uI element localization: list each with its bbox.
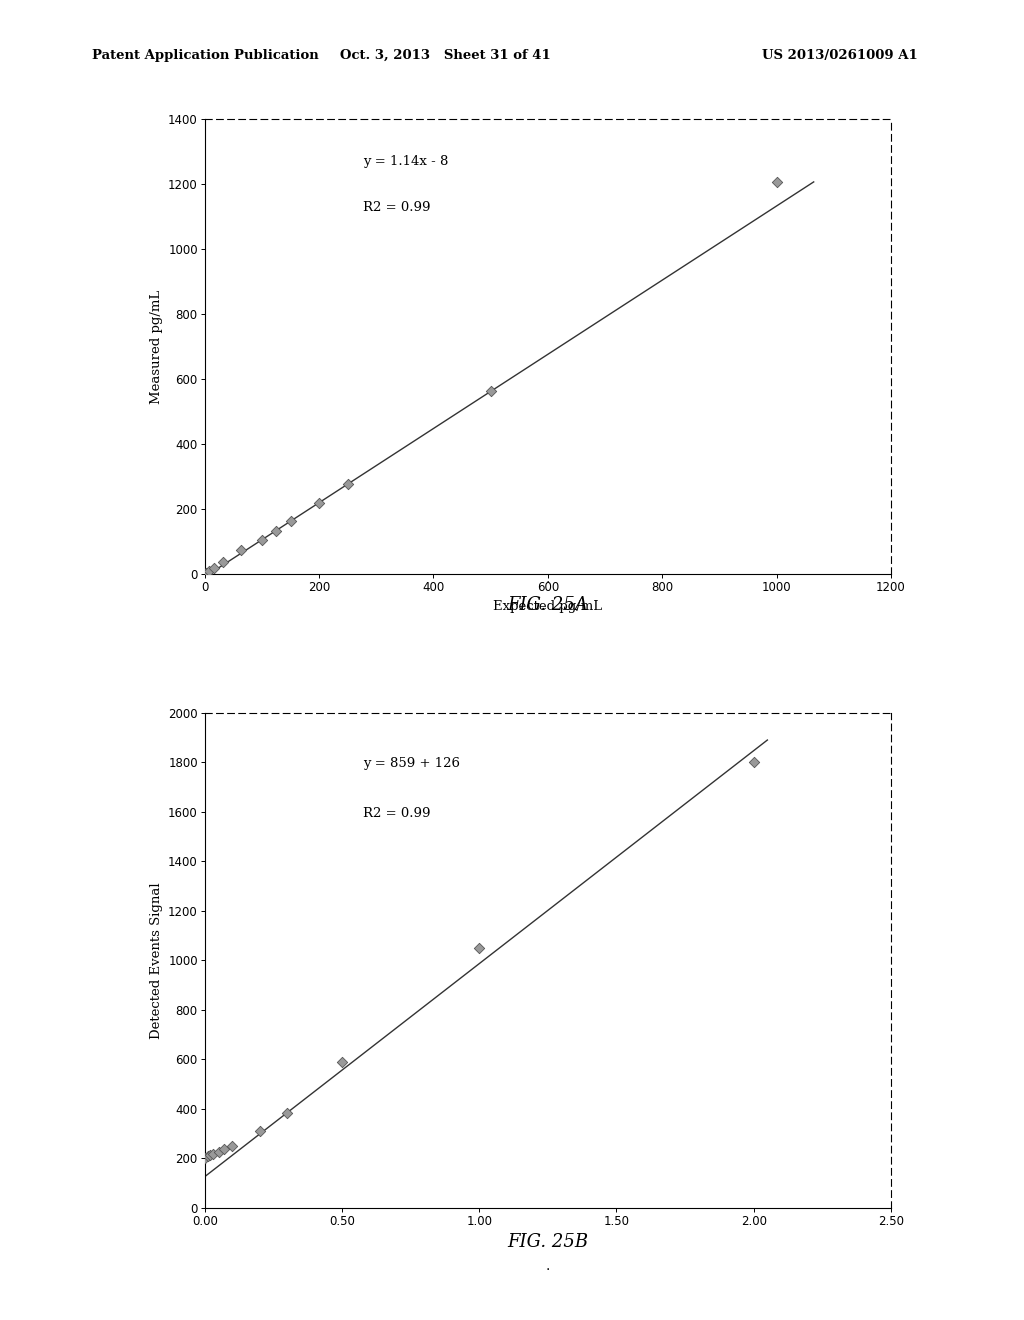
Point bbox=[197, 564, 213, 585]
Point bbox=[482, 380, 499, 401]
Point bbox=[197, 1147, 213, 1170]
X-axis label: Expected pg/mL: Expected pg/mL bbox=[494, 599, 602, 612]
Point bbox=[340, 474, 356, 495]
Point bbox=[210, 1142, 226, 1163]
Text: y = 859 + 126: y = 859 + 126 bbox=[362, 758, 460, 771]
Text: FIG. 25A: FIG. 25A bbox=[508, 595, 588, 614]
Point bbox=[198, 562, 214, 583]
Point bbox=[215, 552, 231, 573]
Point bbox=[254, 529, 270, 550]
Y-axis label: Measured pg/mL: Measured pg/mL bbox=[150, 289, 163, 404]
Point bbox=[768, 172, 784, 193]
Point bbox=[471, 937, 487, 958]
Point bbox=[205, 1143, 221, 1164]
Text: R2 = 0.99: R2 = 0.99 bbox=[362, 807, 430, 820]
Point bbox=[233, 540, 250, 561]
Point bbox=[334, 1051, 350, 1072]
Point bbox=[199, 562, 215, 583]
Text: y = 1.14x - 8: y = 1.14x - 8 bbox=[362, 156, 447, 168]
Point bbox=[311, 492, 328, 513]
Y-axis label: Detected Events Signal: Detected Events Signal bbox=[150, 882, 163, 1039]
Point bbox=[279, 1102, 295, 1123]
Point bbox=[200, 1146, 216, 1167]
Point bbox=[216, 1139, 232, 1160]
Point bbox=[283, 511, 299, 532]
Point bbox=[201, 561, 217, 582]
Point bbox=[745, 751, 762, 772]
Point bbox=[268, 520, 285, 541]
Text: .: . bbox=[546, 1259, 550, 1272]
Text: US 2013/0261009 A1: US 2013/0261009 A1 bbox=[762, 49, 918, 62]
Text: R2 = 0.99: R2 = 0.99 bbox=[362, 201, 430, 214]
Point bbox=[206, 558, 222, 579]
Point bbox=[224, 1135, 241, 1156]
Point bbox=[252, 1121, 268, 1142]
Text: FIG. 25B: FIG. 25B bbox=[507, 1233, 589, 1251]
Text: Patent Application Publication: Patent Application Publication bbox=[92, 49, 318, 62]
Point bbox=[202, 1144, 218, 1166]
Text: Oct. 3, 2013   Sheet 31 of 41: Oct. 3, 2013 Sheet 31 of 41 bbox=[340, 49, 551, 62]
Text: .: . bbox=[546, 573, 550, 586]
